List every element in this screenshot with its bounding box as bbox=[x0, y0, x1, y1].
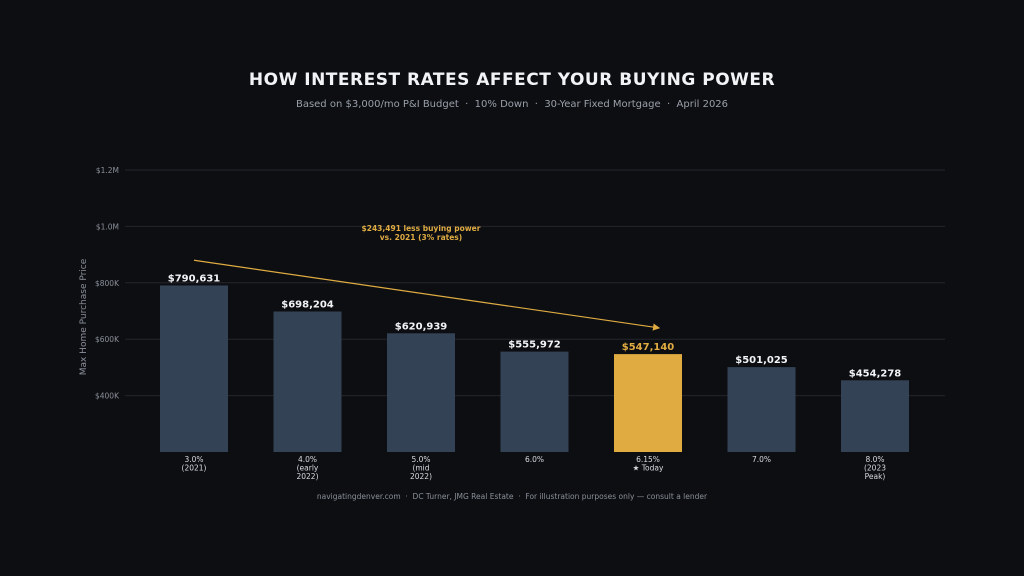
x-tick-label: 6.15% ★ Today bbox=[633, 455, 664, 473]
bar-highlight bbox=[614, 354, 682, 452]
bar bbox=[387, 333, 455, 452]
y-tick-label: $1.2M bbox=[96, 166, 119, 175]
x-tick-label: 6.0% bbox=[525, 455, 544, 464]
bar bbox=[273, 311, 342, 452]
annotation-arrow bbox=[193, 259, 661, 331]
bar bbox=[500, 351, 569, 452]
bar bbox=[727, 367, 796, 452]
bar bbox=[160, 285, 228, 452]
value-label: $454,278 bbox=[849, 368, 902, 379]
value-label: $790,631 bbox=[168, 273, 221, 284]
x-tick-label: 3.0% (2021) bbox=[182, 455, 207, 473]
y-tick-label: $800K bbox=[95, 279, 120, 288]
y-tick-label: $1.0M bbox=[96, 222, 119, 231]
x-tick-label: 5.0% (mid 2022) bbox=[410, 455, 432, 481]
y-axis-label: Max Home Purchase Price bbox=[79, 258, 89, 375]
value-label: $698,204 bbox=[281, 300, 334, 311]
x-tick-label: 7.0% bbox=[752, 455, 771, 464]
y-tick-label: $400K bbox=[95, 392, 120, 401]
bar bbox=[841, 380, 909, 452]
value-label: $501,025 bbox=[735, 355, 788, 366]
y-tick-label: $600K bbox=[95, 335, 120, 344]
footer-credit: navigatingdenver.com · DC Turner, JMG Re… bbox=[316, 492, 708, 501]
chart-title: HOW INTEREST RATES AFFECT YOUR BUYING PO… bbox=[248, 70, 776, 90]
x-tick-label: 8.0% (2023 Peak) bbox=[864, 455, 886, 481]
value-label: $547,140 bbox=[622, 342, 675, 353]
value-label: $620,939 bbox=[395, 321, 448, 332]
x-tick-label: 4.0% (early 2022) bbox=[296, 455, 318, 481]
value-label: $555,972 bbox=[508, 340, 561, 351]
annotation-text: $243,491 less buying power vs. 2021 (3% r… bbox=[362, 224, 481, 242]
chart-subtitle: Based on $3,000/mo P&I Budget · 10% Down… bbox=[295, 99, 729, 110]
